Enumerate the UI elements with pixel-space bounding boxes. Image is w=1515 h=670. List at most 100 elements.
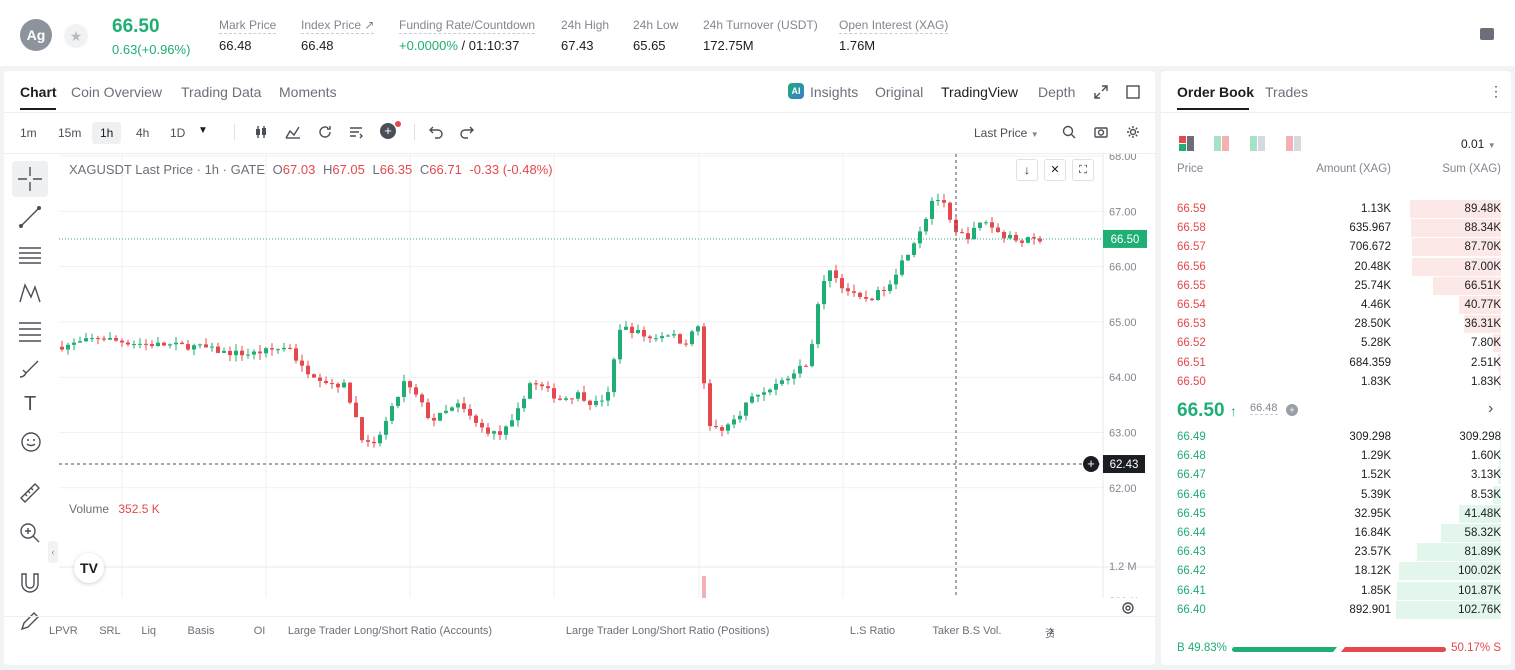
tab-coin-overview[interactable]: Coin Overview: [71, 84, 163, 100]
tab-trades[interactable]: Trades: [1265, 84, 1309, 100]
ask-row[interactable]: 66.54 4.46K 40.77K: [1161, 296, 1501, 315]
bid-row[interactable]: 66.47 1.52K 3.13K: [1161, 466, 1501, 485]
ask-row[interactable]: 66.53 28.50K 36.31K: [1161, 315, 1501, 334]
bid-row[interactable]: 66.40 892.901 102.76K: [1161, 600, 1501, 620]
interval-1m[interactable]: 1m: [20, 126, 37, 140]
search-icon[interactable]: [1062, 125, 1076, 139]
buy-sell-ratio-bar: [1232, 647, 1446, 652]
brush-icon[interactable]: [18, 357, 42, 381]
add-indicator-icon[interactable]: +: [380, 123, 396, 139]
scroll-down-icon[interactable]: ↓: [1016, 159, 1038, 181]
favorite-star-icon[interactable]: ★: [64, 24, 88, 48]
ruler-icon[interactable]: [18, 481, 42, 505]
row-amount: 23.57K: [1354, 546, 1391, 559]
pattern-icon[interactable]: [18, 281, 42, 305]
crosshair-tool[interactable]: [12, 161, 48, 197]
ask-row[interactable]: 66.52 5.28K 7.80K: [1161, 334, 1501, 353]
more-options-icon[interactable]: ⋮: [1489, 83, 1503, 99]
indicator-shortcut[interactable]: OI: [253, 625, 266, 637]
stat-mark-price[interactable]: Mark Price 66.48: [219, 18, 277, 53]
price-source-select[interactable]: Last Price ▼: [974, 126, 1039, 140]
undo-icon[interactable]: [429, 125, 443, 139]
depth-bar: [1498, 447, 1501, 466]
emoji-icon[interactable]: [20, 431, 44, 455]
settings-gear-icon[interactable]: [1126, 125, 1140, 139]
indicator-shortcut[interactable]: 资金费率: [1045, 628, 1054, 640]
stat-funding-rate[interactable]: Funding Rate/Countdown +0.0000% / 01:10:…: [399, 18, 536, 53]
tab-order-book[interactable]: Order Book: [1177, 84, 1255, 100]
magnet-icon[interactable]: [18, 571, 42, 595]
ask-row[interactable]: 66.56 20.48K 87.00K: [1161, 257, 1501, 277]
info-icon[interactable]: +: [1286, 404, 1298, 416]
window-icon[interactable]: [1126, 85, 1140, 99]
book-icon[interactable]: [1480, 28, 1494, 40]
indicator-shortcut[interactable]: Large Trader Long/Short Ratio (Accounts): [287, 625, 493, 637]
candle-body: [642, 329, 646, 337]
horizontal-lines-icon[interactable]: [18, 243, 42, 267]
tradingview-logo-icon[interactable]: TV: [74, 553, 104, 583]
chevron-right-icon[interactable]: ›: [1488, 400, 1494, 417]
interval-15m[interactable]: 15m: [58, 126, 82, 140]
price-source-label: Last Price: [974, 126, 1028, 140]
indicators-icon[interactable]: [285, 125, 301, 139]
ask-row[interactable]: 66.59 1.13K 89.48K: [1161, 200, 1501, 219]
bid-row[interactable]: 66.43 23.57K 81.89K: [1161, 543, 1501, 562]
bid-row[interactable]: 66.46 5.39K 8.53K: [1161, 485, 1501, 505]
mid-mark-price[interactable]: 66.48: [1250, 402, 1278, 415]
candle-type-icon[interactable]: [254, 125, 270, 139]
indicator-shortcut[interactable]: Taker B.S Vol.: [932, 625, 1002, 637]
depth-view-button[interactable]: Depth: [1038, 84, 1076, 100]
tab-trading-data[interactable]: Trading Data: [181, 84, 262, 100]
candle-body: [930, 200, 934, 219]
replay-icon[interactable]: [318, 125, 332, 139]
stat-open-interest[interactable]: Open Interest (XAG) 1.76M: [839, 18, 949, 53]
collapse-icon[interactable]: ✕: [1044, 159, 1066, 181]
interval-1d[interactable]: 1D: [170, 126, 186, 140]
lock-pencil-icon[interactable]: [18, 609, 42, 633]
stat-index-price[interactable]: Index Price ↗ 66.48: [301, 18, 375, 53]
ask-row[interactable]: 66.57 706.672 87.70K: [1161, 238, 1501, 257]
indicator-shortcut[interactable]: L.S Ratio: [849, 625, 896, 637]
indicator-shortcut[interactable]: Liq: [141, 625, 157, 637]
indicator-shortcut[interactable]: SRL: [99, 625, 121, 637]
more-tools-chevron-icon[interactable]: ›: [1049, 622, 1054, 638]
interval-4h[interactable]: 4h: [136, 126, 150, 140]
redo-icon[interactable]: [460, 125, 474, 139]
ask-row[interactable]: 66.50 1.83K 1.83K: [1161, 372, 1501, 392]
template-icon[interactable]: [349, 125, 363, 139]
expand-icon[interactable]: [1094, 85, 1108, 99]
chart-settings-icon[interactable]: [1120, 600, 1136, 616]
interval-dropdown-icon[interactable]: ▼: [198, 125, 208, 136]
tab-moments[interactable]: Moments: [279, 84, 337, 100]
indicator-shortcut[interactable]: LPVR: [49, 625, 78, 637]
tradingview-button[interactable]: TradingView: [941, 84, 1019, 100]
ask-row[interactable]: 66.51 684.359 2.51K: [1161, 353, 1501, 373]
bid-row[interactable]: 66.44 16.84K 58.32K: [1161, 524, 1501, 543]
bid-row[interactable]: 66.41 1.85K 101.87K: [1161, 581, 1501, 601]
fib-icon[interactable]: [18, 319, 42, 343]
bid-row[interactable]: 66.48 1.29K 1.60K: [1161, 447, 1501, 466]
collapse-toolbar-icon[interactable]: ‹: [48, 541, 58, 563]
bid-row[interactable]: 66.49 309.298 309.298: [1161, 428, 1501, 447]
indicator-shortcut[interactable]: Basis: [187, 625, 215, 637]
indicator-shortcut[interactable]: Large Trader Long/Short Ratio (Positions…: [565, 625, 770, 637]
ai-insights-icon: AI: [788, 83, 804, 99]
ask-row[interactable]: 66.55 25.74K 66.51K: [1161, 276, 1501, 296]
precision-select[interactable]: 0.01 ▼: [1461, 137, 1496, 151]
camera-icon[interactable]: [1094, 125, 1108, 139]
original-view-button[interactable]: Original: [875, 84, 924, 100]
interval-1h[interactable]: 1h: [92, 122, 122, 144]
maximize-icon[interactable]: ⛶: [1072, 159, 1094, 181]
text-tool-icon[interactable]: T: [24, 393, 37, 415]
candle-body: [756, 394, 760, 397]
row-price: 66.46: [1177, 488, 1206, 501]
ask-row[interactable]: 66.58 635.967 88.34K: [1161, 219, 1501, 238]
insights-button[interactable]: Insights: [810, 84, 859, 100]
bid-row[interactable]: 66.42 18.12K 100.02K: [1161, 562, 1501, 581]
price-chart[interactable]: 68.0067.0066.0065.0064.0063.0062.0013141…: [59, 154, 1155, 598]
candle-body: [498, 431, 502, 435]
tab-chart[interactable]: Chart: [20, 84, 57, 100]
trend-line-icon[interactable]: [18, 205, 42, 229]
zoom-in-icon[interactable]: [18, 521, 42, 545]
bid-row[interactable]: 66.45 32.95K 41.48K: [1161, 504, 1501, 524]
